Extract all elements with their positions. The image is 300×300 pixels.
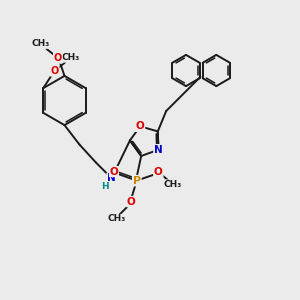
Text: N: N (107, 173, 116, 183)
Text: O: O (110, 167, 118, 177)
Text: N: N (154, 145, 163, 155)
Text: CH₃: CH₃ (107, 214, 125, 224)
Text: P: P (133, 176, 141, 186)
Text: O: O (54, 53, 62, 63)
Text: O: O (50, 66, 59, 76)
Text: N: N (107, 173, 116, 183)
Text: O: O (127, 196, 136, 207)
Text: CH₃: CH₃ (62, 53, 80, 62)
Text: O: O (154, 167, 163, 178)
Text: N: N (154, 145, 163, 155)
Text: O: O (110, 167, 118, 177)
Text: O: O (50, 66, 59, 76)
Text: H: H (101, 182, 109, 191)
Text: O: O (54, 53, 62, 63)
Text: O: O (136, 121, 145, 131)
Text: P: P (133, 176, 141, 186)
Text: O: O (127, 196, 136, 207)
Text: O: O (154, 167, 163, 178)
Text: O: O (136, 121, 145, 131)
Text: CH₃: CH₃ (32, 39, 50, 48)
Text: H: H (101, 182, 109, 191)
Text: CH₃: CH₃ (164, 180, 182, 189)
